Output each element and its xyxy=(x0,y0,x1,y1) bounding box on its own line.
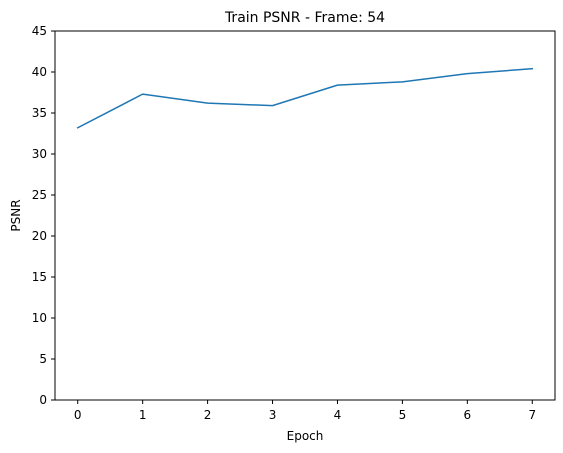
y-tick-label: 0 xyxy=(39,393,47,407)
y-tick-label: 30 xyxy=(32,147,47,161)
y-tick-label: 25 xyxy=(32,188,47,202)
x-tick-label: 5 xyxy=(399,408,407,422)
y-tick-label: 10 xyxy=(32,311,47,325)
y-axis-label: PSNR xyxy=(9,199,23,231)
chart-title: Train PSNR - Frame: 54 xyxy=(224,10,385,26)
y-axis-ticks: 0 5 10 15 20 25 30 35 40 45 xyxy=(32,24,55,407)
x-tick-label: 7 xyxy=(528,408,536,422)
x-axis-ticks: 0 1 2 3 4 5 6 7 xyxy=(74,400,536,422)
x-tick-label: 4 xyxy=(334,408,342,422)
y-tick-label: 40 xyxy=(32,65,47,79)
plot-area xyxy=(76,67,534,129)
x-tick-label: 1 xyxy=(139,408,147,422)
series-line xyxy=(76,67,534,129)
y-tick-label: 15 xyxy=(32,270,47,284)
plot-frame xyxy=(54,30,556,401)
x-tick-label: 0 xyxy=(74,408,82,422)
x-tick-label: 2 xyxy=(204,408,212,422)
x-tick-label: 6 xyxy=(464,408,472,422)
y-tick-label: 35 xyxy=(32,106,47,120)
y-tick-label: 5 xyxy=(39,352,47,366)
x-tick-label: 3 xyxy=(269,408,277,422)
x-axis-label: Epoch xyxy=(287,429,324,443)
y-tick-label: 45 xyxy=(32,24,47,38)
y-tick-label: 20 xyxy=(32,229,47,243)
